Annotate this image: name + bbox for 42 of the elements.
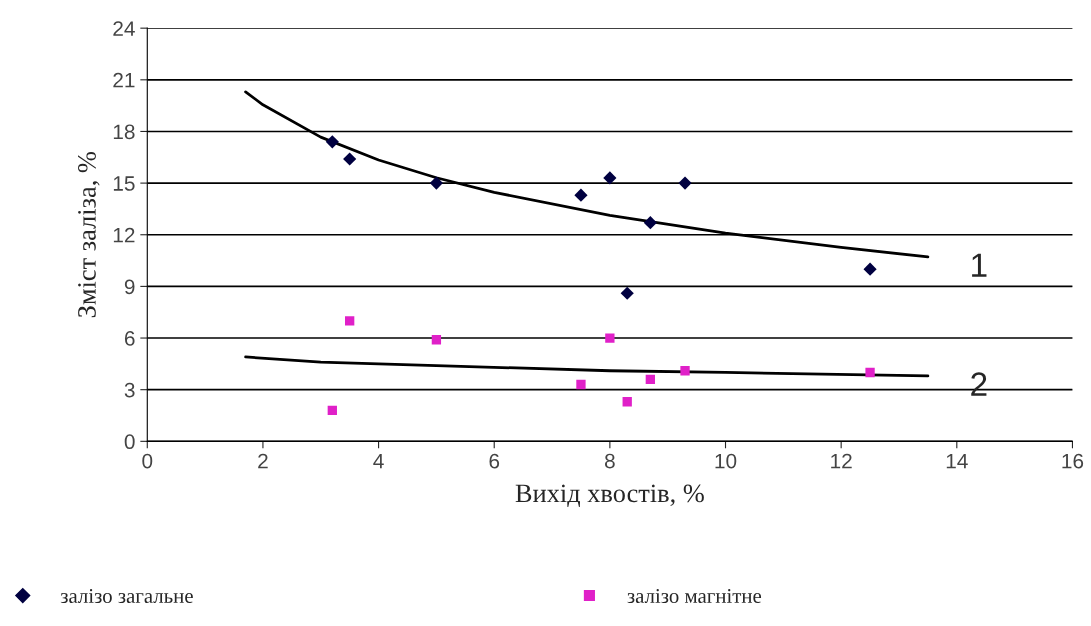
point (345, 316, 355, 326)
x-tick-label: 2 (258, 453, 268, 469)
x-tick-label: 10 (715, 453, 737, 469)
point (622, 397, 632, 407)
y-tick-label: 3 (124, 382, 135, 398)
y-tick-label: 0 (124, 434, 135, 450)
y-tick-label: 6 (124, 331, 135, 346)
x-tick-label: 4 (373, 453, 384, 469)
y-tick-label: 15 (113, 176, 135, 191)
y-tick-label: 18 (113, 124, 135, 140)
line-series (244, 355, 930, 378)
point (327, 405, 337, 415)
x-tick-label: 8 (604, 453, 615, 469)
point (576, 379, 586, 390)
x-tick-label: 12 (831, 453, 852, 469)
point (605, 333, 615, 343)
x-tick-label: 6 (489, 453, 500, 469)
point (429, 176, 443, 190)
x-tick-label: 14 (946, 453, 968, 469)
y-tick-label: 24 (113, 21, 135, 36)
y-tick-label: 9 (124, 279, 135, 295)
x-tick-label: 0 (142, 453, 153, 469)
y-axis-title: Зміст заліза, % (78, 152, 100, 318)
point (325, 135, 339, 149)
point (343, 152, 357, 166)
point (863, 262, 877, 276)
point (574, 188, 588, 202)
annotation: 1 (972, 253, 987, 277)
point (643, 216, 657, 230)
point (678, 176, 692, 190)
point (865, 367, 875, 378)
point (431, 335, 442, 345)
point (680, 366, 690, 376)
point (603, 171, 617, 185)
legend-label: залізо загальне (60, 589, 193, 604)
x-axis-title: Вихід хвостів, % (515, 484, 704, 508)
y-tick-label: 21 (113, 72, 135, 88)
y-tick-label: 12 (113, 227, 135, 243)
point (620, 286, 634, 300)
legend-label: залізо магнітне (627, 589, 762, 604)
point (645, 374, 655, 385)
x-tick-label: 16 (1062, 453, 1084, 469)
